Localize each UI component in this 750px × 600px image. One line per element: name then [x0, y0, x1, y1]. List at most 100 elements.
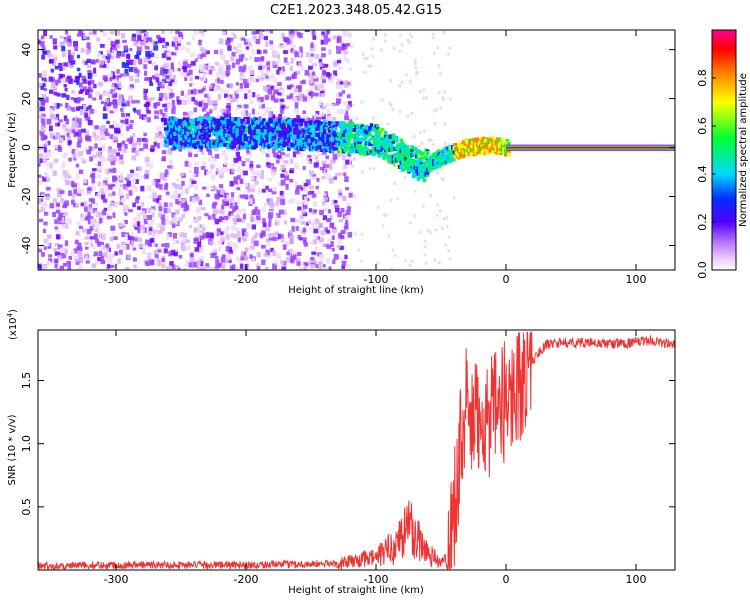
- spectrogram-noise-cell: [216, 189, 221, 196]
- spectrogram-noise-cell: [163, 202, 168, 207]
- spectrogram-noise-cell: [305, 52, 310, 58]
- spectrogram-noise-cell: [239, 194, 245, 199]
- spectrogram-noise-cell: [83, 178, 88, 184]
- spectrogram-noise-cell: [137, 166, 142, 171]
- spectrogram-noise-cell: [396, 197, 399, 201]
- spectrogram-signal-cell: [280, 125, 285, 130]
- spectrogram-noise-cell: [61, 52, 66, 58]
- spectrogram-noise-cell: [44, 193, 50, 197]
- spectrogram-noise-cell: [249, 164, 254, 169]
- spectrogram-noise-cell: [360, 259, 363, 263]
- spectrogram-noise-cell: [145, 163, 150, 168]
- spectrogram-noise-cell: [165, 78, 171, 82]
- spectrogram-signal-cell: [188, 119, 193, 124]
- spectrogram-noise-cell: [180, 90, 185, 96]
- spectrogram-noise-cell: [93, 110, 98, 114]
- spectrogram-noise-cell: [335, 207, 340, 213]
- spectrogram-noise-cell: [297, 86, 302, 93]
- spectrogram-noise-cell: [125, 54, 130, 59]
- spectrogram-noise-cell: [287, 85, 292, 90]
- spectrogram-noise-cell: [177, 39, 181, 44]
- spectrogram-noise-cell: [283, 220, 288, 225]
- spectrogram-noise-cell: [346, 264, 351, 268]
- spectrogram-noise-cell: [226, 254, 232, 261]
- spectrogram-noise-cell: [40, 35, 45, 40]
- spectrogram-noise-cell: [335, 45, 340, 50]
- spectrogram-noise-cell: [238, 66, 244, 72]
- spectrogram-noise-cell: [265, 153, 270, 158]
- spectrogram-noise-cell: [398, 49, 402, 53]
- spectrogram-noise-cell: [114, 251, 118, 256]
- spectrogram-noise-cell: [246, 148, 250, 154]
- spectrogram-noise-cell: [91, 263, 97, 268]
- spectrogram-noise-cell: [343, 81, 349, 88]
- spectrogram-noise-cell: [100, 101, 105, 105]
- spectrogram-noise-cell: [312, 176, 317, 181]
- spectrogram-noise-cell: [168, 250, 172, 257]
- spectrogram-noise-cell: [160, 117, 165, 122]
- spectrogram-noise-cell: [232, 200, 236, 205]
- spectrogram-noise-cell: [122, 209, 127, 214]
- spectrogram-noise-cell: [392, 46, 396, 50]
- spectrogram-noise-cell: [353, 195, 357, 199]
- spectrogram-noise-cell: [225, 39, 231, 46]
- spectrogram-noise-cell: [76, 33, 82, 37]
- spectrogram-noise-cell: [160, 80, 165, 86]
- spectrogram-signal-cell: [280, 146, 285, 151]
- spectrogram-noise-cell: [164, 169, 169, 175]
- spectrogram-noise-cell: [201, 161, 207, 166]
- spectrogram-noise-cell: [47, 234, 52, 239]
- spectrogram-noise-cell: [322, 207, 328, 212]
- spectrogram-noise-cell: [266, 65, 271, 72]
- spectrogram-noise-cell: [250, 49, 256, 55]
- spectrogram-noise-cell: [336, 153, 342, 157]
- spectrogram-signal-cell: [241, 125, 246, 130]
- spectrogram-noise-cell: [305, 179, 311, 186]
- spectrogram-noise-cell: [257, 188, 262, 195]
- spectrogram-noise-cell: [201, 107, 207, 112]
- spectrogram-noise-cell: [265, 75, 269, 79]
- spectrogram-noise-cell: [215, 171, 220, 175]
- spectrogram-noise-cell: [109, 77, 113, 82]
- spectrogram-noise-cell: [285, 153, 290, 158]
- spectrogram-signal-cell: [202, 132, 207, 137]
- spectrogram-noise-cell: [272, 237, 278, 241]
- spectrogram-noise-cell: [207, 215, 212, 220]
- spectrogram-noise-cell: [76, 246, 80, 251]
- spectrogram-noise-cell: [380, 48, 383, 52]
- spectrogram-noise-cell: [158, 82, 162, 88]
- spectrogram-noise-cell: [146, 110, 152, 114]
- spectrogram-noise-cell: [64, 240, 69, 247]
- spectrogram-noise-cell: [384, 213, 388, 217]
- spectrogram-noise-cell: [150, 145, 154, 150]
- spectrogram-noise-cell: [209, 233, 214, 239]
- spectrogram-noise-cell: [252, 92, 256, 98]
- spectrogram-noise-cell: [120, 197, 126, 203]
- spectrogram-noise-cell: [97, 256, 101, 262]
- spectrogram-noise-cell: [205, 263, 210, 267]
- spectrogram-noise-cell: [232, 34, 237, 39]
- spectrogram-noise-cell: [90, 242, 94, 247]
- spectrogram-noise-cell: [217, 94, 222, 100]
- spectrogram-noise-cell: [448, 143, 452, 147]
- spectrogram-signal-cell: [349, 125, 354, 130]
- spectrogram-noise-cell: [199, 235, 205, 240]
- spectrogram-signal-cell: [386, 154, 391, 159]
- spectrogram-noise-cell: [345, 187, 350, 191]
- spectrogram-noise-cell: [128, 209, 133, 213]
- spectrogram-noise-cell: [268, 212, 274, 219]
- spectrogram-noise-cell: [218, 184, 224, 188]
- colorbar-gradient: [712, 30, 736, 270]
- spectrogram-noise-cell: [252, 209, 257, 215]
- spectrogram-signal-cell: [330, 142, 335, 147]
- spectrogram-noise-cell: [117, 222, 122, 228]
- spectrogram-noise-cell: [163, 61, 169, 68]
- spectrogram-noise-cell: [186, 69, 191, 73]
- spectrogram-noise-cell: [89, 236, 94, 240]
- spectrogram-signal-cell: [499, 150, 503, 155]
- spectrogram-noise-cell: [313, 113, 318, 119]
- spectrogram-noise-cell: [241, 235, 245, 240]
- spectrogram-noise-cell: [177, 44, 182, 50]
